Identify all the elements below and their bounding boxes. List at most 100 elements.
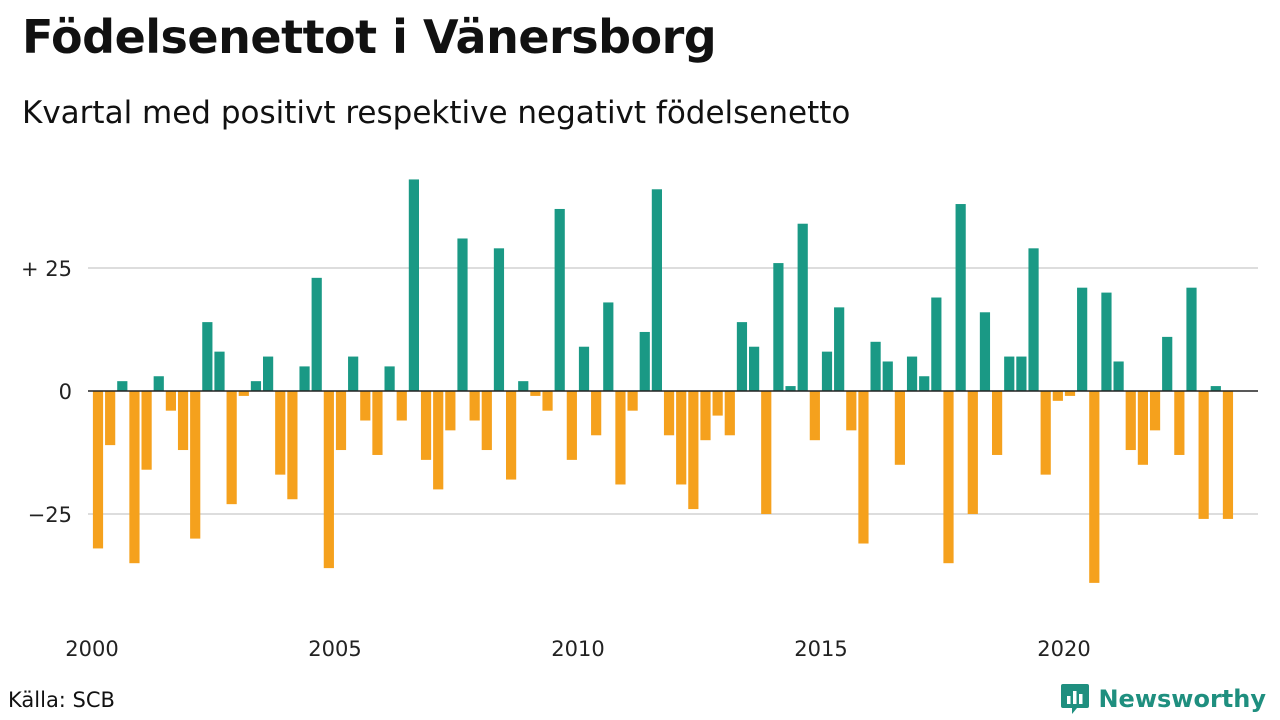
bar-positive [919, 376, 930, 391]
bar-negative [190, 391, 201, 539]
bar-negative [323, 391, 334, 569]
x-tick-label: 2005 [308, 637, 361, 661]
bar-positive [457, 238, 468, 391]
x-tick-label: 2010 [551, 637, 604, 661]
bar-negative [506, 391, 517, 480]
bar-positive [797, 223, 808, 391]
bar-negative [663, 391, 675, 436]
bar-negative [360, 391, 371, 421]
bar-positive [408, 179, 419, 391]
bar-negative [700, 391, 711, 441]
bar-negative [967, 391, 978, 514]
source-note: Källa: SCB [8, 688, 115, 712]
grid-layer [88, 267, 1258, 515]
bar-negative [165, 391, 176, 411]
bar-negative [615, 391, 626, 485]
bar-positive [906, 356, 918, 391]
bar-negative [1052, 391, 1063, 401]
bar-negative [809, 391, 820, 441]
bar-negative [238, 391, 249, 396]
bar-positive [384, 366, 395, 391]
bar-negative [1125, 391, 1136, 451]
bar-positive [311, 277, 322, 391]
bar-positive [1162, 336, 1173, 391]
bar-negative [1040, 391, 1051, 475]
bar-positive [554, 208, 565, 391]
bar-negative [469, 391, 480, 421]
bar-negative [894, 391, 905, 465]
bar-negative [275, 391, 286, 475]
bar-negative [129, 391, 140, 564]
chart-title: Födelsenettot i Vänersborg [22, 10, 717, 64]
bar-positive [518, 381, 529, 391]
y-tick-label: 0 [59, 380, 72, 404]
x-tick-label: 2000 [65, 637, 118, 661]
bar-negative [1089, 391, 1100, 583]
bar-negative [688, 391, 699, 510]
bar-positive [603, 302, 614, 391]
x-tick-label: 2020 [1037, 637, 1090, 661]
bar-positive [785, 386, 796, 391]
bar-positive [1077, 287, 1088, 391]
bar-positive [931, 297, 942, 391]
bar-negative [372, 391, 383, 455]
bar-negative [530, 391, 541, 396]
bar-positive [263, 356, 274, 391]
bar-positive [1101, 292, 1112, 391]
bar-negative [226, 391, 237, 505]
x-tick-label: 2015 [794, 637, 847, 661]
bar-negative [591, 391, 602, 436]
bar-positive [1113, 361, 1124, 391]
bar-negative [858, 391, 869, 544]
bar-positive [834, 307, 845, 391]
bar-negative [992, 391, 1003, 455]
chart-subtitle: Kvartal med positivt respektive negativt… [22, 95, 851, 131]
bar-positive [882, 361, 893, 391]
bar-negative [943, 391, 954, 564]
bar-positive [821, 351, 833, 391]
bar-negative [846, 391, 857, 431]
bar-negative [481, 391, 492, 451]
bar-negative [724, 391, 735, 436]
newsworthy-logo-icon [1061, 684, 1090, 714]
bar-negative [542, 391, 553, 411]
bar-negative [1222, 391, 1234, 519]
bar-negative [420, 391, 432, 460]
bar-positive [651, 189, 662, 391]
bar-positive [736, 322, 748, 391]
bar-positive [1186, 287, 1197, 391]
newsworthy-logo-text: Newsworthy [1098, 685, 1266, 713]
labels-layer: + 25 0 −25 2000 2005 2010 2015 2020 [21, 257, 1091, 661]
bar-positive [749, 346, 760, 391]
bar-chart: + 25 0 −25 2000 2005 2010 2015 2020 [21, 179, 1258, 661]
bar-negative [433, 391, 444, 490]
bar-negative [105, 391, 116, 446]
bar-positive [1016, 356, 1027, 391]
bar-positive [299, 366, 310, 391]
bar-negative [566, 391, 577, 460]
bar-negative [177, 391, 189, 451]
bar-negative [335, 391, 347, 451]
bar-negative [1174, 391, 1185, 455]
bar-negative [396, 391, 407, 421]
bar-negative [287, 391, 298, 500]
bar-negative [1149, 391, 1161, 431]
bar-negative [712, 391, 723, 416]
bar-positive [117, 381, 128, 391]
bar-positive [639, 331, 650, 391]
bar-negative [676, 391, 687, 485]
bar-negative [1198, 391, 1209, 519]
bar-positive [1028, 248, 1039, 391]
bar-negative [1137, 391, 1148, 465]
bar-positive [979, 312, 991, 391]
bar-negative [627, 391, 638, 411]
bar-positive [1210, 386, 1221, 391]
bar-positive [773, 263, 784, 391]
bar-positive [214, 351, 225, 391]
bar-positive [153, 376, 164, 391]
bar-positive [493, 248, 505, 391]
y-tick-label: −25 [28, 503, 72, 527]
bar-negative [761, 391, 772, 514]
bar-positive [202, 322, 213, 391]
y-tick-label: + 25 [21, 257, 72, 281]
